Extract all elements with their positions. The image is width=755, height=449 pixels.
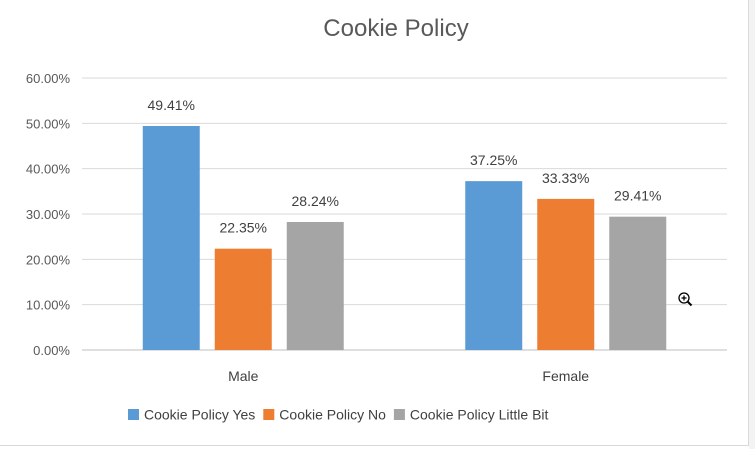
legend-entry: Cookie Policy Yes <box>128 407 255 423</box>
y-tick-label: 0.00% <box>33 343 70 358</box>
scrollbar-edge <box>749 0 755 449</box>
y-tick-label: 30.00% <box>26 207 71 222</box>
bar-female-2 <box>609 216 667 350</box>
legend-entry: Cookie Policy Little Bit <box>393 407 549 423</box>
legend-swatch <box>263 409 275 420</box>
x-axis-categories: Male Female <box>228 368 589 384</box>
y-tick-label: 60.00% <box>26 71 71 86</box>
y-tick-label: 50.00% <box>26 116 71 131</box>
legend-label: Cookie Policy Little Bit <box>410 407 549 423</box>
data-label: 37.25% <box>470 152 517 168</box>
category-label: Female <box>542 368 589 384</box>
legend-entry: Cookie Policy No <box>263 407 386 423</box>
y-axis-ticks: 0.00% 10.00% 20.00% 30.00% 40.00% 50.00% 60.00… <box>26 71 71 358</box>
bars <box>142 126 667 351</box>
data-labels: 49.41% 22.35% 28.24% 37.25% 33.33% 29.41% <box>148 97 662 236</box>
legend-swatch <box>393 409 405 420</box>
bar-male-2 <box>286 221 344 350</box>
data-label: 49.41% <box>148 97 195 113</box>
y-tick-label: 10.00% <box>26 298 71 313</box>
y-tick-label: 40.00% <box>26 162 71 177</box>
legend: Cookie Policy Yes Cookie Policy No Cookie … <box>128 407 549 423</box>
bar-female-1 <box>537 198 595 350</box>
data-label: 29.41% <box>614 188 661 204</box>
bar-male-0 <box>142 126 200 351</box>
legend-label: Cookie Policy No <box>279 407 386 423</box>
bar-male-1 <box>214 248 272 350</box>
chart-title: Cookie Policy <box>323 15 468 42</box>
bar-female-0 <box>465 181 523 350</box>
data-label: 33.33% <box>542 170 589 186</box>
y-tick-label: 20.00% <box>26 252 71 267</box>
category-label: Male <box>228 368 259 384</box>
data-label: 22.35% <box>220 220 267 236</box>
legend-label: Cookie Policy Yes <box>144 407 255 423</box>
zoom-in-icon <box>678 292 693 307</box>
data-label: 28.24% <box>292 193 339 209</box>
legend-swatch <box>128 409 139 420</box>
